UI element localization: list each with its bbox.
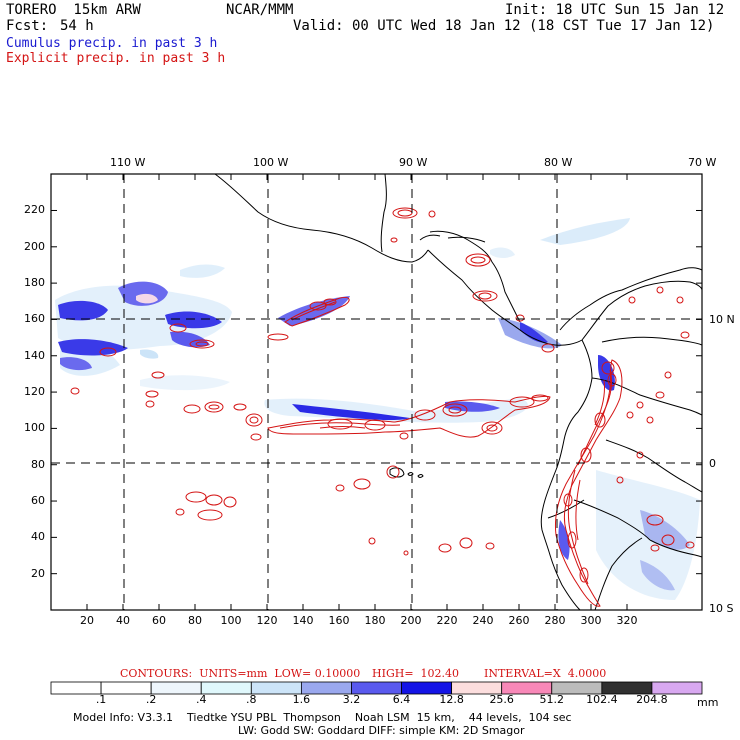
colorbar-label: .1 (95, 693, 107, 706)
colorbar-swatch (200, 681, 252, 695)
y-tick-label: 60 (31, 494, 45, 508)
contour-units-low: CONTOURS: UNITS=mm LOW= 0.10000 (120, 667, 361, 680)
x-tick-label: 160 (328, 614, 350, 627)
lon-label-90w: 90 W (399, 156, 428, 169)
x-tick-label: 120 (256, 614, 278, 627)
x-tick-label: 280 (544, 614, 566, 627)
colorbar-swatch (651, 681, 703, 695)
y-tick-label: 200 (24, 239, 45, 253)
coastlines (214, 173, 703, 611)
graticule (51, 174, 702, 610)
y-tick-label: 100 (24, 421, 45, 435)
contour-interval: INTERVAL=X 4.0000 (484, 667, 607, 680)
colorbar (50, 681, 703, 695)
x-tick-label: 100 (220, 614, 242, 627)
colorbar-label: .4 (195, 693, 207, 706)
cumulus-precip-shading (55, 218, 700, 600)
organization: NCAR/MMM (226, 2, 294, 18)
colorbar-swatch (100, 681, 152, 695)
y-tick-label: 220 (24, 203, 45, 217)
colorbar-label: 102.4 (586, 693, 618, 706)
x-tick-label: 180 (364, 614, 386, 627)
y-tick-label: 40 (31, 530, 45, 544)
valid-time: Valid: 00 UTC Wed 18 Jan 12 (18 CST Tue … (293, 18, 715, 34)
x-tick-label: 260 (508, 614, 530, 627)
y-tick-label: 160 (24, 312, 45, 326)
y-tick-label: 120 (24, 385, 45, 399)
contour-high: HIGH= 102.40 (372, 667, 460, 680)
init-time: Init: 18 UTC Sun 15 Jan 12 (505, 2, 725, 18)
physics-info: LW: Godd SW: Goddard DIFF: simple KM: 2D… (238, 724, 525, 737)
lat-label-equator: 0 (709, 457, 716, 470)
model-info: Model Info: V3.3.1 Tiedtke YSU PBL Thomp… (73, 711, 572, 724)
explicit-legend: Explicit precip. in past 3 h (6, 51, 226, 66)
colorbar-label: 51.2 (539, 693, 565, 706)
model-title: TORERO 15km ARW (6, 2, 141, 18)
x-tick-label: 220 (436, 614, 458, 627)
x-tick-label: 20 (80, 614, 94, 627)
x-tick-label: 320 (616, 614, 638, 627)
y-tick-label: 80 (31, 457, 45, 471)
lon-label-100w: 100 W (253, 156, 289, 169)
lon-label-80w: 80 W (544, 156, 573, 169)
y-tick-label: 180 (24, 276, 45, 290)
explicit-precip-contours (70, 207, 695, 607)
colorbar-label: 204.8 (636, 693, 668, 706)
colorbar-label: 6.4 (392, 693, 411, 706)
colorbar-unit: mm (697, 696, 719, 709)
lat-label-10n: 10 N (709, 313, 735, 326)
cumulus-legend: Cumulus precip. in past 3 h (6, 36, 218, 51)
colorbar-label: 3.2 (342, 693, 361, 706)
x-tick-label: 40 (116, 614, 130, 627)
lon-label-110w: 110 W (110, 156, 146, 169)
x-tick-label: 300 (580, 614, 602, 627)
colorbar-label: 25.6 (489, 693, 514, 706)
lat-label-10s: 10 S (709, 602, 734, 615)
x-tick-label: 140 (292, 614, 314, 627)
forecast-hour: 54 h (60, 18, 94, 34)
x-tick-label: 240 (472, 614, 494, 627)
forecast-label: Fcst: (6, 18, 49, 34)
x-tick-label: 200 (400, 614, 422, 627)
y-tick-label: 140 (24, 348, 45, 362)
x-tick-label: 80 (188, 614, 202, 627)
lon-label-70w: 70 W (688, 156, 717, 169)
colorbar-swatch (150, 681, 202, 695)
x-tick-label: 60 (152, 614, 166, 627)
colorbar-label: .2 (145, 693, 157, 706)
y-tick-label: 20 (31, 566, 45, 580)
colorbar-label: 12.8 (439, 693, 464, 706)
colorbar-label: 1.6 (292, 693, 311, 706)
colorbar-swatch (50, 681, 102, 695)
colorbar-label: .8 (246, 693, 257, 706)
